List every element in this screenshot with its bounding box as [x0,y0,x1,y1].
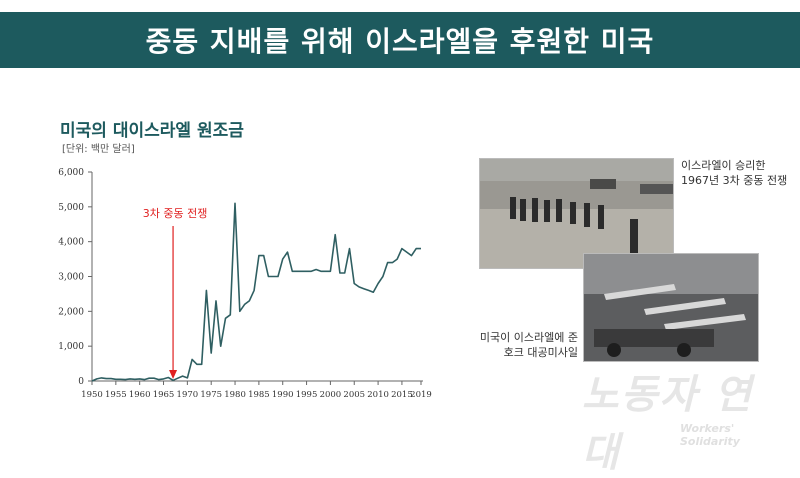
y-tick-label: 2,000 [58,307,84,317]
x-tick-label: 1955 [105,390,127,400]
x-tick-label: 1950 [81,390,103,400]
y-tick-label: 6,000 [58,168,84,178]
chart-unit-label: [단위: 백만 달러] [62,144,135,155]
x-tick-label: 1960 [129,390,151,400]
y-tick-label: 1,000 [58,342,84,352]
y-tick-label: 4,000 [58,238,84,248]
photo2-caption: 미국이 이스라엘에 준 호크 대공미사일 [479,331,578,359]
x-tick-label: 1995 [296,390,318,400]
x-tick-label: 2015 [391,390,413,400]
y-tick-label: 0 [78,377,84,387]
x-tick-label: 1980 [224,390,246,400]
x-tick-label: 1990 [272,390,294,400]
y-tick-label: 3,000 [58,273,84,283]
x-tick-label: 1965 [153,390,175,400]
y-tick-label: 5,000 [58,203,84,213]
war-photo-icon [480,159,673,268]
x-tick-label: 2000 [320,390,342,400]
watermark-text: 노동자 연대 [582,372,754,476]
war-annotation-label: 3차 중동 전쟁 [143,207,208,220]
x-tick-label: 1975 [200,390,222,400]
x-tick-label: 2010 [367,390,389,400]
x-tick-label: 2005 [343,390,365,400]
photo1-caption: 이스라엘이 승리한 1967년 3차 중동 전쟁 [681,159,788,187]
aid-series-line [91,202,421,382]
page-title: 중동 지배를 위해 이스라엘을 후원한 미국 [145,25,655,58]
x-tick-label: 1985 [248,390,270,400]
missile-photo-icon [584,254,758,361]
six-day-war-photo [479,158,674,269]
watermark-subtext: Workers' Solidarity [680,422,740,448]
watermark-logo: 노동자 연대 Workers' Solidarity [582,362,782,478]
chart-title: 미국의 대이스라엘 원조금 [60,121,244,141]
hawk-missile-photo [583,253,759,362]
x-tick-label: 2019 [410,390,432,400]
war-annotation-arrowhead [169,370,178,379]
x-tick-label: 1970 [177,390,199,400]
title-banner: 중동 지배를 위해 이스라엘을 후원한 미국 [0,12,800,68]
